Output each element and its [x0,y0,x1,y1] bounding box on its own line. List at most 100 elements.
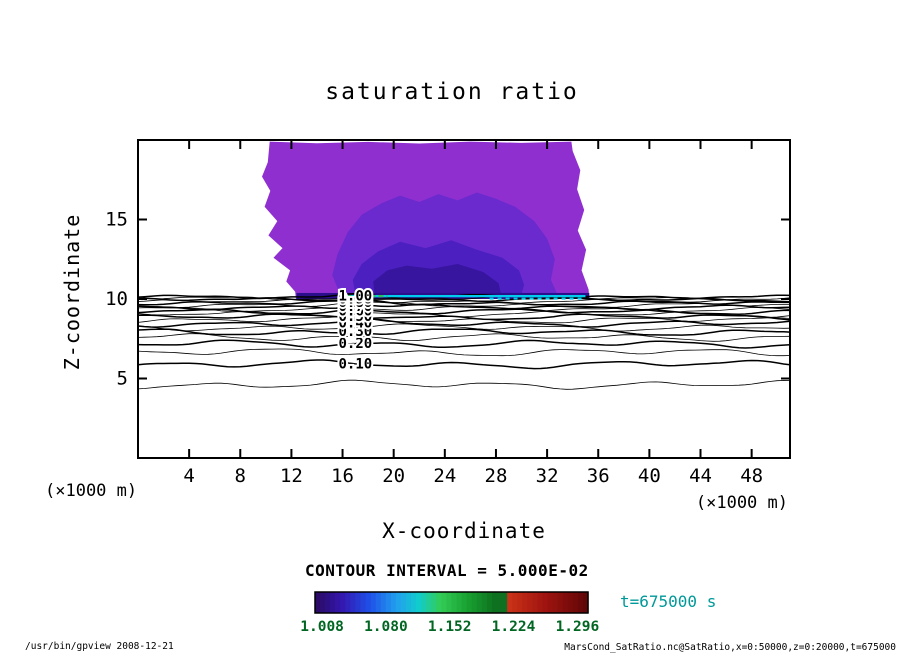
x-tick-label: 40 [638,465,661,487]
colorbar-segment [431,592,437,613]
colorbar-segment [441,592,448,613]
colorbar-segment [335,592,341,613]
colorbar-segment [436,592,442,613]
colorbar-segment [380,592,387,613]
contour-line [137,303,791,311]
z-tick-label: 10 [105,288,128,310]
colorbar-segment [577,592,584,613]
colorbar-segment [360,592,367,613]
colorbar-segment [390,592,397,613]
contour-line [137,348,791,357]
contour-line-label: 0.60 [338,304,372,320]
colorbar-segment [325,592,331,613]
colorbar-segment [385,592,392,613]
colorbar-segment [532,592,539,613]
x-tick-label: 16 [331,465,354,487]
colorbar-tick-label: 1.080 [364,619,408,635]
colorbar-segment [497,592,503,613]
colorbar-segment [461,592,468,613]
colorbar-segment [567,592,574,613]
colorbar-segment [557,592,564,613]
colorbar-segment [552,592,559,613]
colorbar-segment [502,592,508,613]
z-tick-label: 5 [117,368,128,390]
colorbar-segment [315,592,321,613]
x-tick-label: 12 [280,465,303,487]
contour-line [137,316,791,324]
contour-line [137,339,791,349]
contour-line-label: 0.80 [338,295,372,311]
colorbar-segment [340,592,346,613]
colorbar-segment [320,592,326,613]
colorbar-segment [345,592,351,613]
x-tick-label: 20 [382,465,405,487]
colorbar-segment [486,592,493,613]
colorbar-segment [522,592,528,613]
contour-line [137,299,790,306]
colorbar-segment [562,592,569,613]
x-tick-label: 36 [587,465,610,487]
colorbar-segment [491,592,498,613]
colorbar-segment [426,592,432,613]
contour-line [137,308,790,315]
footer-dataset: MarsCond_SatRatio.nc@SatRatio,x=0:50000,… [564,642,896,653]
colorbar-segment [542,592,549,613]
contour-interval-label: CONTOUR INTERVAL = 5.000E-02 [305,561,589,580]
x-axis-label: X-coordinate [382,519,546,543]
colorbar-tick-label: 1.152 [428,619,472,635]
contour-line [137,333,791,342]
contour-line-label: 0.30 [338,324,372,340]
x-tick-label: 8 [235,465,246,487]
colorbar-segment [446,592,453,613]
colorbar-segment [572,592,579,613]
colorbar-segment [375,592,382,613]
colorbar-tick-label: 1.224 [492,619,536,635]
footer-command: /usr/bin/gpview 2008-12-21 [25,641,174,652]
filled-region-level4 [373,264,502,295]
contour-line-label: 0.40 [338,316,372,332]
colorbar-segment [481,592,488,613]
z-tick-label: 15 [105,209,128,231]
x-tick-label: 4 [183,465,194,487]
colorbar-segment [537,592,544,613]
x-tick-label: 32 [536,465,559,487]
colorbar-segment [471,592,478,613]
x-tick-label: 48 [740,465,763,487]
contour-line [138,301,790,308]
contour-line-label: 1.00 [338,289,372,305]
colorbar-segment [421,592,427,613]
contour-line [137,294,791,301]
x-axis-unit-right: (×1000 m) [695,493,788,513]
colorbar-segment [547,592,554,613]
colorbar-segment [370,592,377,613]
x-tick-label: 24 [433,465,456,487]
colorbar-segment [466,592,473,613]
contour-line-label: 0.70 [338,299,372,315]
colorbar-segment [411,592,417,613]
colorbar-segment [395,592,402,613]
colorbar-segment [527,592,533,613]
colorbar-segment [476,592,483,613]
contour-line [137,318,791,328]
contour-line-label: 0.10 [338,356,372,372]
colorbar-segment [456,592,463,613]
colorbar-segment [355,592,362,613]
colorbar-segment [406,592,412,613]
x-axis-unit-left: (×1000 m) [45,481,138,501]
time-label: t=675000 s [620,592,717,611]
contour-line-label: 0.50 [338,309,372,325]
colorbar-segment [400,592,407,613]
colorbar-tick-label: 1.296 [556,619,600,635]
colorbar-segment [350,592,357,613]
colorbar-frame [314,591,589,614]
colorbar-segment [507,592,513,613]
contour-line [137,379,791,390]
colorbar-segment [416,592,422,613]
contour-line [137,323,791,332]
contour-line-label: 0.90 [338,292,372,308]
colorbar-segment [512,592,518,613]
colorbar-segment [330,592,336,613]
contour-line [137,328,791,336]
